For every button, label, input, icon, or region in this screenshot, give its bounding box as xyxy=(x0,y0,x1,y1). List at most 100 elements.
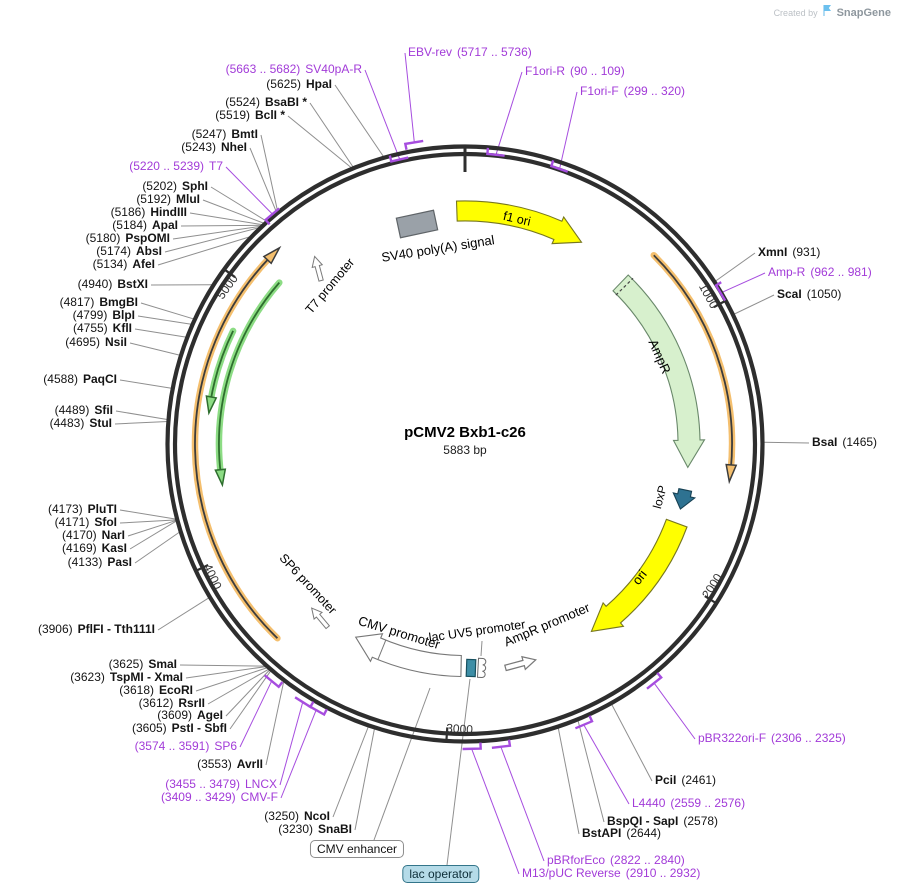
enzyme-label-bsabi[interactable]: (5524) BsaBI * xyxy=(225,95,307,109)
enzyme-label-psti-sbfi[interactable]: (3605) PstI - SbfI xyxy=(131,721,227,735)
enzyme-label-ncoi[interactable]: (3250) NcoI xyxy=(264,809,330,823)
leader-pbrforeco xyxy=(500,746,545,862)
leader-pbr322ori-f xyxy=(653,682,696,740)
enzyme-label-pasi[interactable]: (4133) PasI xyxy=(67,555,132,569)
boxed-label-cmv-enhancer[interactable]: CMV enhancer xyxy=(309,840,405,858)
enzyme-label-bstxi[interactable]: (4940) BstXI xyxy=(77,277,148,291)
leader-blpi xyxy=(137,315,193,325)
leader-sphi xyxy=(210,186,268,222)
feature-ori[interactable]: ori xyxy=(590,518,688,633)
leader-lac-operator xyxy=(446,678,471,866)
primer-label-amp-r[interactable]: Amp-R (962 .. 981) xyxy=(768,265,872,279)
enzyme-label-apai[interactable]: (5184) ApaI xyxy=(112,218,178,232)
enzyme-label-bcli[interactable]: (5519) BclI * xyxy=(215,108,285,122)
enzyme-label-afei[interactable]: (5134) AfeI xyxy=(92,257,155,271)
leader-sp6 xyxy=(239,680,273,748)
enzyme-label-pflfi-tth111i[interactable]: (3906) PflFI - Tth111I xyxy=(37,622,155,636)
enzyme-label-bmgbi[interactable]: (4817) BmgBI xyxy=(59,295,138,309)
enzyme-label-paqci[interactable]: (4588) PaqCI xyxy=(43,372,117,386)
primer-label-sp6[interactable]: (3574 .. 3591) SP6 xyxy=(134,739,237,753)
plasmid-title-block: pCMV2 Bxb1-c26 5883 bp xyxy=(404,424,526,457)
primer-tick-t7 xyxy=(263,207,280,226)
primer-tick-ebv-rev xyxy=(403,139,424,151)
feature-sp6-promoter[interactable]: SP6 promoter xyxy=(277,551,340,631)
primer-label-lncx[interactable]: (3455 .. 3479) LNCX xyxy=(165,777,277,791)
primer-label-ebv-rev[interactable]: EBV-rev (5717 .. 5736) xyxy=(408,45,532,59)
enzyme-label-nhei[interactable]: (5243) NheI xyxy=(181,140,247,154)
plasmid-size: 5883 bp xyxy=(443,443,487,457)
feature-t7-promoter[interactable]: T7 promoter xyxy=(303,255,357,317)
enzyme-label-nsii[interactable]: (4695) NsiI xyxy=(65,335,127,349)
enzyme-label-hindiii[interactable]: (5186) HindIII xyxy=(110,205,187,219)
enzyme-label-kasi[interactable]: (4169) KasI xyxy=(61,541,127,555)
snapgene-brand-text: SnapGene xyxy=(836,7,891,19)
enzyme-label-agei[interactable]: (3609) AgeI xyxy=(157,708,223,722)
enzyme-label-nari[interactable]: (4170) NarI xyxy=(61,528,125,542)
primer-label-l4440[interactable]: L4440 (2559 .. 2576) xyxy=(632,796,746,810)
feature-lac-operator[interactable] xyxy=(465,658,477,678)
leader-m13-puc-reverse xyxy=(471,748,520,875)
enzyme-label-avrii[interactable]: (3553) AvrII xyxy=(197,757,263,771)
snapgene-flag-icon xyxy=(822,4,833,22)
enzyme-label-rsrii[interactable]: (3612) RsrII xyxy=(138,696,205,710)
enzyme-label-pluti[interactable]: (4173) PluTI xyxy=(47,502,117,516)
feature-cmv-promoter[interactable]: CMV promoter xyxy=(354,613,462,678)
primer-label-m13-puc-reverse[interactable]: M13/pUC Reverse (2910 .. 2932) xyxy=(522,866,701,880)
tick-4000 xyxy=(196,564,209,572)
primer-label-sv40pa-r[interactable]: (5663 .. 5682) SV40pA-R xyxy=(225,62,362,76)
enzyme-label-sfii[interactable]: (4489) SfiI xyxy=(54,403,113,417)
enzyme-label-bmti[interactable]: (5247) BmtI xyxy=(191,127,258,141)
enzyme-label-blpi[interactable]: (4799) BlpI xyxy=(72,308,135,322)
enzyme-label-mlui[interactable]: (5192) MluI xyxy=(136,192,200,206)
enzyme-label-kfli[interactable]: (4755) KflI xyxy=(72,321,132,335)
primer-label-t7[interactable]: (5220 .. 5239) T7 xyxy=(129,159,223,173)
leader-bstapi xyxy=(557,727,580,835)
enzyme-label-smai[interactable]: (3625) SmaI xyxy=(108,657,177,671)
boxed-label-lac-operator[interactable]: lac operator xyxy=(402,865,480,883)
feature-label-sp6-promoter: SP6 promoter xyxy=(277,551,340,617)
orf-arc-1[interactable] xyxy=(650,251,738,485)
enzyme-label-hpai[interactable]: (5625) HpaI xyxy=(266,77,332,91)
feature-ampr-promoter[interactable]: AmpR promoter xyxy=(502,599,593,674)
leader-stui xyxy=(114,421,168,425)
leader-extra xyxy=(480,640,483,657)
primer-label-pbrforeco[interactable]: pBRforEco (2822 .. 2840) xyxy=(547,853,685,867)
leader-kfli xyxy=(134,328,187,338)
primer-label-pbr322ori-f[interactable]: pBR322ori-F (2306 .. 2325) xyxy=(698,731,846,745)
enzyme-label-bsai[interactable]: BsaI (1465) xyxy=(812,435,878,449)
enzyme-label-xmni[interactable]: XmnI (931) xyxy=(758,245,821,259)
leader-bsai xyxy=(762,441,810,444)
primer-label-f1ori-r[interactable]: F1ori-R (90 .. 109) xyxy=(525,64,625,78)
leader-ncoi xyxy=(332,725,370,818)
leader-pflfi-tth111i xyxy=(157,596,210,631)
primer-label-cmv-f[interactable]: (3409 .. 3429) CMV-F xyxy=(160,790,278,804)
enzyme-label-scai[interactable]: ScaI (1050) xyxy=(777,287,842,301)
orf-arc-3[interactable] xyxy=(214,279,283,488)
enzyme-label-ecori[interactable]: (3618) EcoRI xyxy=(119,683,193,697)
enzyme-label-bstapi[interactable]: BstAPI (2644) xyxy=(582,826,662,840)
enzyme-label-stui[interactable]: (4483) StuI xyxy=(49,416,112,430)
enzyme-label-tspmi-xmai[interactable]: (3623) TspMI - XmaI xyxy=(70,670,183,684)
leader-sfoi xyxy=(119,519,177,524)
primer-tick-l4440 xyxy=(574,715,594,730)
leader-mlui xyxy=(202,199,265,224)
enzyme-label-sphi[interactable]: (5202) SphI xyxy=(142,179,208,193)
enzyme-label-snabi[interactable]: (3230) SnaBI xyxy=(278,822,352,836)
enzyme-label-bspqi-sapi[interactable]: BspQI - SapI (2578) xyxy=(607,814,719,828)
enzyme-label-absi[interactable]: (5174) AbsI xyxy=(96,244,162,258)
enzyme-label-pspomi[interactable]: (5180) PspOMI xyxy=(85,231,170,245)
orf-arc-2[interactable] xyxy=(191,245,282,642)
leader-bmgbi xyxy=(140,302,195,320)
orf-arc-4[interactable] xyxy=(205,327,237,416)
leader-hindiii xyxy=(189,212,264,226)
leader-pasi xyxy=(134,531,181,564)
enzyme-label-pcii[interactable]: PciI (2461) xyxy=(655,773,717,787)
primer-tick-m13-puc-reverse xyxy=(462,742,482,751)
feature-loxp[interactable]: loxP xyxy=(650,484,697,510)
tick-1000 xyxy=(713,300,725,309)
enzyme-label-sfoi[interactable]: (4171) SfoI xyxy=(54,515,117,529)
feature-f1-ori[interactable]: f1 ori xyxy=(455,200,583,245)
primer-label-f1ori-f[interactable]: F1ori-F (299 .. 320) xyxy=(580,84,686,98)
leader-tspmi-xmai xyxy=(185,666,267,679)
